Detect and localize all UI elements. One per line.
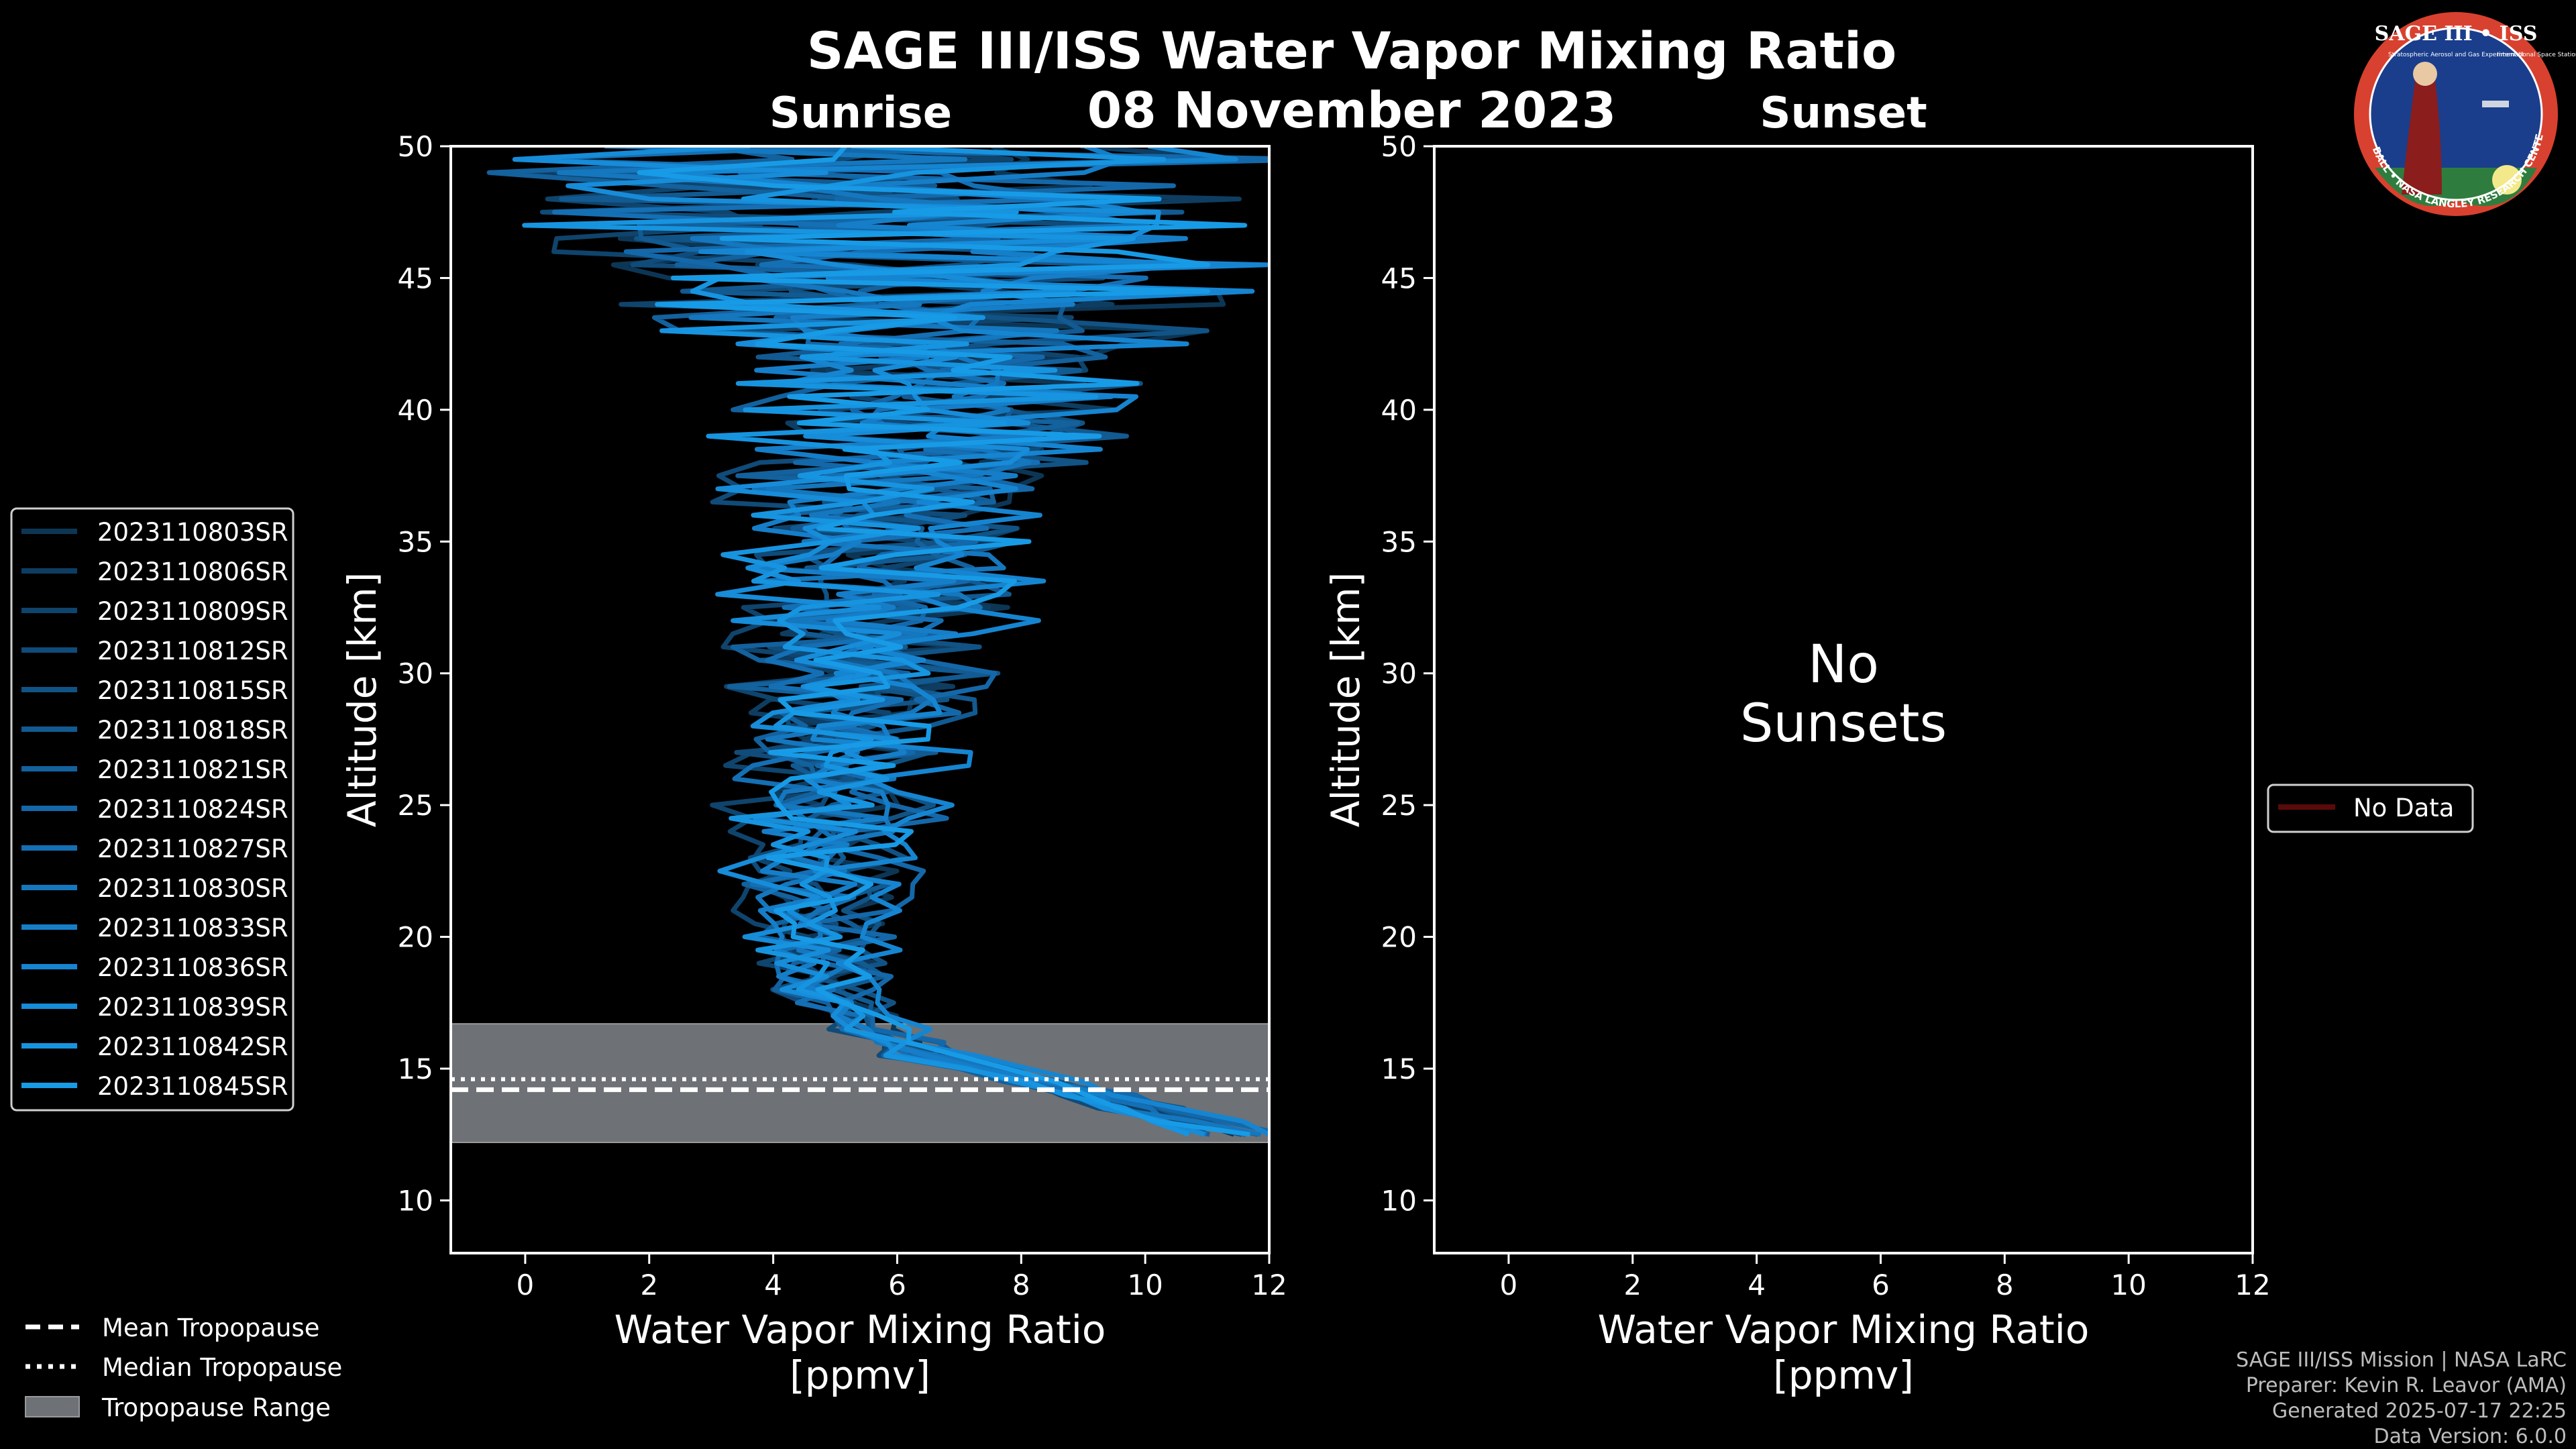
sunset-y-tick-label: 25 <box>1381 789 1417 822</box>
credit-preparer: Preparer: Kevin R. Leavor (AMA) <box>2246 1374 2567 1397</box>
sunset-x-tick-label: 2 <box>1623 1269 1642 1301</box>
sunset-y-tick-label: 40 <box>1381 394 1417 427</box>
logo-subtitle-right: International Space Station <box>2497 52 2576 58</box>
tropopause-lines <box>451 1077 1269 1092</box>
sunset-x-tick-label: 12 <box>2235 1269 2270 1301</box>
figure-title: SAGE III/ISS Water Vapor Mixing Ratio <box>807 21 1897 80</box>
sunrise-x-tick-label: 12 <box>1251 1269 1287 1301</box>
sunrise-y-tick-label: 50 <box>398 130 433 163</box>
sunset-x-tick-label: 4 <box>1748 1269 1766 1301</box>
profile-line-2023110845SR <box>637 146 1250 1137</box>
sunrise-x-axis-label: Water Vapor Mixing Ratio <box>614 1307 1106 1352</box>
sunrise-y-tick-label: 40 <box>398 394 433 427</box>
legend-label-2023110836SR: 2023110836SR <box>97 953 288 982</box>
no-data-label: No Data <box>2353 794 2454 822</box>
sunset-y-tick-label: 35 <box>1381 525 1417 558</box>
legend-label-2023110821SR: 2023110821SR <box>97 755 288 784</box>
legend-label-2023110842SR: 2023110842SR <box>97 1032 288 1061</box>
tropopause-legend: Mean Tropopause Median Tropopause Tropop… <box>25 1313 342 1422</box>
sunset-y-ticks: 10 15 20 25 30 35 40 45 50 <box>1381 130 1434 1217</box>
sunrise-x-axis-units: [ppmv] <box>790 1352 930 1398</box>
sunrise-y-tick-label: 25 <box>398 789 433 822</box>
legend-label-2023110806SR: 2023110806SR <box>97 557 288 586</box>
median-tropopause-label: Median Tropopause <box>102 1353 342 1382</box>
sunset-y-tick-label: 15 <box>1381 1053 1417 1085</box>
sunrise-x-tick-label: 8 <box>1012 1269 1030 1301</box>
sunrise-profiles <box>486 146 1269 1137</box>
tropopause-range-band <box>450 1023 1270 1143</box>
series-legend-box <box>10 507 294 1112</box>
sunset-x-axis-label: Water Vapor Mixing Ratio <box>1598 1307 2090 1352</box>
legend-label-2023110845SR: 2023110845SR <box>97 1072 288 1101</box>
iss-icon <box>2482 101 2509 107</box>
legend-label-2023110830SR: 2023110830SR <box>97 874 288 903</box>
legend-label-2023110833SR: 2023110833SR <box>97 914 288 943</box>
figure-head-icon <box>2413 62 2437 86</box>
sunrise-y-tick-label: 45 <box>398 262 433 294</box>
legend-label-2023110824SR: 2023110824SR <box>97 795 288 824</box>
legend-label-2023110803SR: 2023110803SR <box>97 518 288 547</box>
credit-generated: Generated 2025-07-17 22:25 <box>2272 1399 2567 1423</box>
profile-line-2023110842SR <box>522 146 1190 1137</box>
no-sunsets-message-line1: No <box>1808 635 1879 695</box>
sunset-panel-title: Sunset <box>1760 89 1927 138</box>
sunrise-x-tick-label: 2 <box>640 1269 658 1301</box>
sunset-y-axis-label: Altitude [km] <box>1323 572 1368 827</box>
mean-tropopause-label: Mean Tropopause <box>102 1313 320 1342</box>
sunset-y-tick-label: 10 <box>1381 1184 1417 1217</box>
sunrise-y-axis-label: Altitude [km] <box>339 572 385 827</box>
sunrise-y-tick-label: 30 <box>398 657 433 690</box>
sunset-y-tick-label: 50 <box>1381 130 1417 163</box>
sunrise-x-ticks: 0 2 4 6 8 10 12 <box>517 1253 1287 1301</box>
sunset-x-tick-label: 6 <box>1872 1269 1890 1301</box>
legend-label-2023110809SR: 2023110809SR <box>97 597 288 626</box>
legend-label-2023110827SR: 2023110827SR <box>97 835 288 863</box>
sunset-x-ticks: 0 2 4 6 8 10 12 <box>1500 1253 2271 1301</box>
sunrise-panel: 0 2 4 6 8 10 12 10 15 20 25 30 35 40 45 50 Water Vapor… <box>339 130 1287 1398</box>
sunset-y-tick-label: 45 <box>1381 262 1417 294</box>
credit-mission: SAGE III/ISS Mission | NASA LaRC <box>2236 1348 2567 1372</box>
series-legend: 2023110803SR 2023110806SR 2023110809SR 2023… <box>10 507 294 1112</box>
sunset-x-tick-label: 8 <box>1996 1269 2014 1301</box>
sunrise-y-tick-label: 10 <box>398 1184 433 1217</box>
credit-data-version: Data Version: 6.0.0 <box>2374 1425 2567 1448</box>
figure-robe-icon <box>2402 80 2442 195</box>
sunset-plot-frame <box>1433 145 2254 1254</box>
sunrise-panel-title: Sunrise <box>769 89 952 138</box>
legend-label-2023110812SR: 2023110812SR <box>97 637 288 665</box>
sunrise-x-tick-label: 0 <box>517 1269 535 1301</box>
sunrise-plot-frame <box>449 145 1271 1254</box>
sunrise-y-tick-label: 15 <box>398 1053 433 1085</box>
sunset-x-tick-label: 0 <box>1500 1269 1518 1301</box>
legend-label-2023110818SR: 2023110818SR <box>97 716 288 745</box>
sunset-y-tick-label: 20 <box>1381 921 1417 954</box>
sunset-legend-box <box>2267 784 2474 833</box>
sunrise-y-tick-label: 35 <box>398 525 433 558</box>
sunrise-y-tick-label: 20 <box>398 921 433 954</box>
logo-subtitle-left: Stratospheric Aerosol and Gas Experiment… <box>2388 52 2524 58</box>
sunset-y-tick-label: 30 <box>1381 657 1417 690</box>
sunset-x-tick-label: 10 <box>2110 1269 2146 1301</box>
sunrise-y-ticks: 10 15 20 25 30 35 40 45 50 <box>398 130 451 1217</box>
no-sunsets-message-line2: Sunsets <box>1740 694 1947 754</box>
sunset-legend: No Data <box>2267 784 2474 833</box>
tropopause-range-label: Tropopause Range <box>101 1393 331 1422</box>
logo-title: SAGE III • ISS <box>2375 22 2538 46</box>
legend-label-2023110815SR: 2023110815SR <box>97 676 288 705</box>
tropopause-range-rect <box>450 1023 1270 1143</box>
sunrise-x-tick-label: 10 <box>1127 1269 1163 1301</box>
series-legend-items: 2023110803SR 2023110806SR 2023110809SR 2023… <box>21 518 288 1101</box>
sunset-x-axis-units: [ppmv] <box>1773 1352 1914 1398</box>
tropopause-range-swatch <box>25 1396 80 1417</box>
legend-label-2023110839SR: 2023110839SR <box>97 993 288 1022</box>
sunrise-x-tick-label: 4 <box>764 1269 782 1301</box>
logo-inner-border <box>2369 27 2543 201</box>
figure-date: 08 November 2023 <box>1087 82 1616 140</box>
credits: SAGE III/ISS Mission | NASA LaRC Prepare… <box>2236 1348 2567 1448</box>
sunrise-x-tick-label: 6 <box>888 1269 906 1301</box>
